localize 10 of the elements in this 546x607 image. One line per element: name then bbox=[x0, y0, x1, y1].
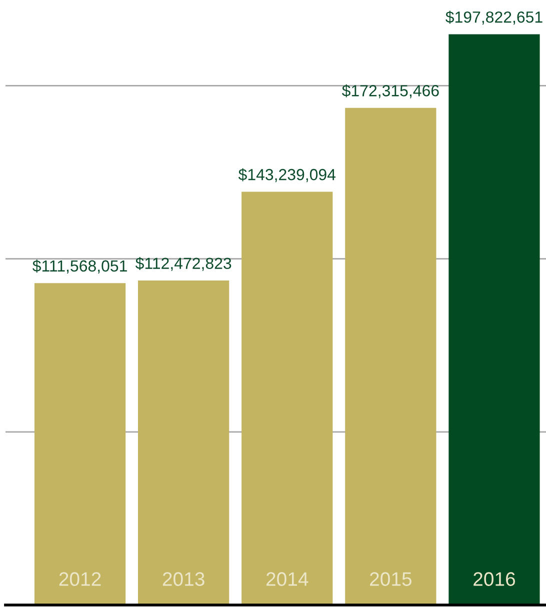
x-tick-label: 2012 bbox=[59, 572, 101, 586]
data-label: $111,568,051 bbox=[32, 260, 127, 274]
x-tick-label: 2015 bbox=[370, 572, 412, 586]
data-label: $172,315,466 bbox=[342, 84, 439, 98]
data-label: $112,472,823 bbox=[135, 257, 232, 271]
x-tick-label: 2016 bbox=[474, 572, 515, 586]
data-label: $197,822,651 bbox=[446, 10, 542, 25]
data-label: $143,239,094 bbox=[238, 168, 336, 182]
x-tick-label: 2014 bbox=[266, 572, 308, 586]
x-tick-label: 2013 bbox=[162, 572, 204, 586]
